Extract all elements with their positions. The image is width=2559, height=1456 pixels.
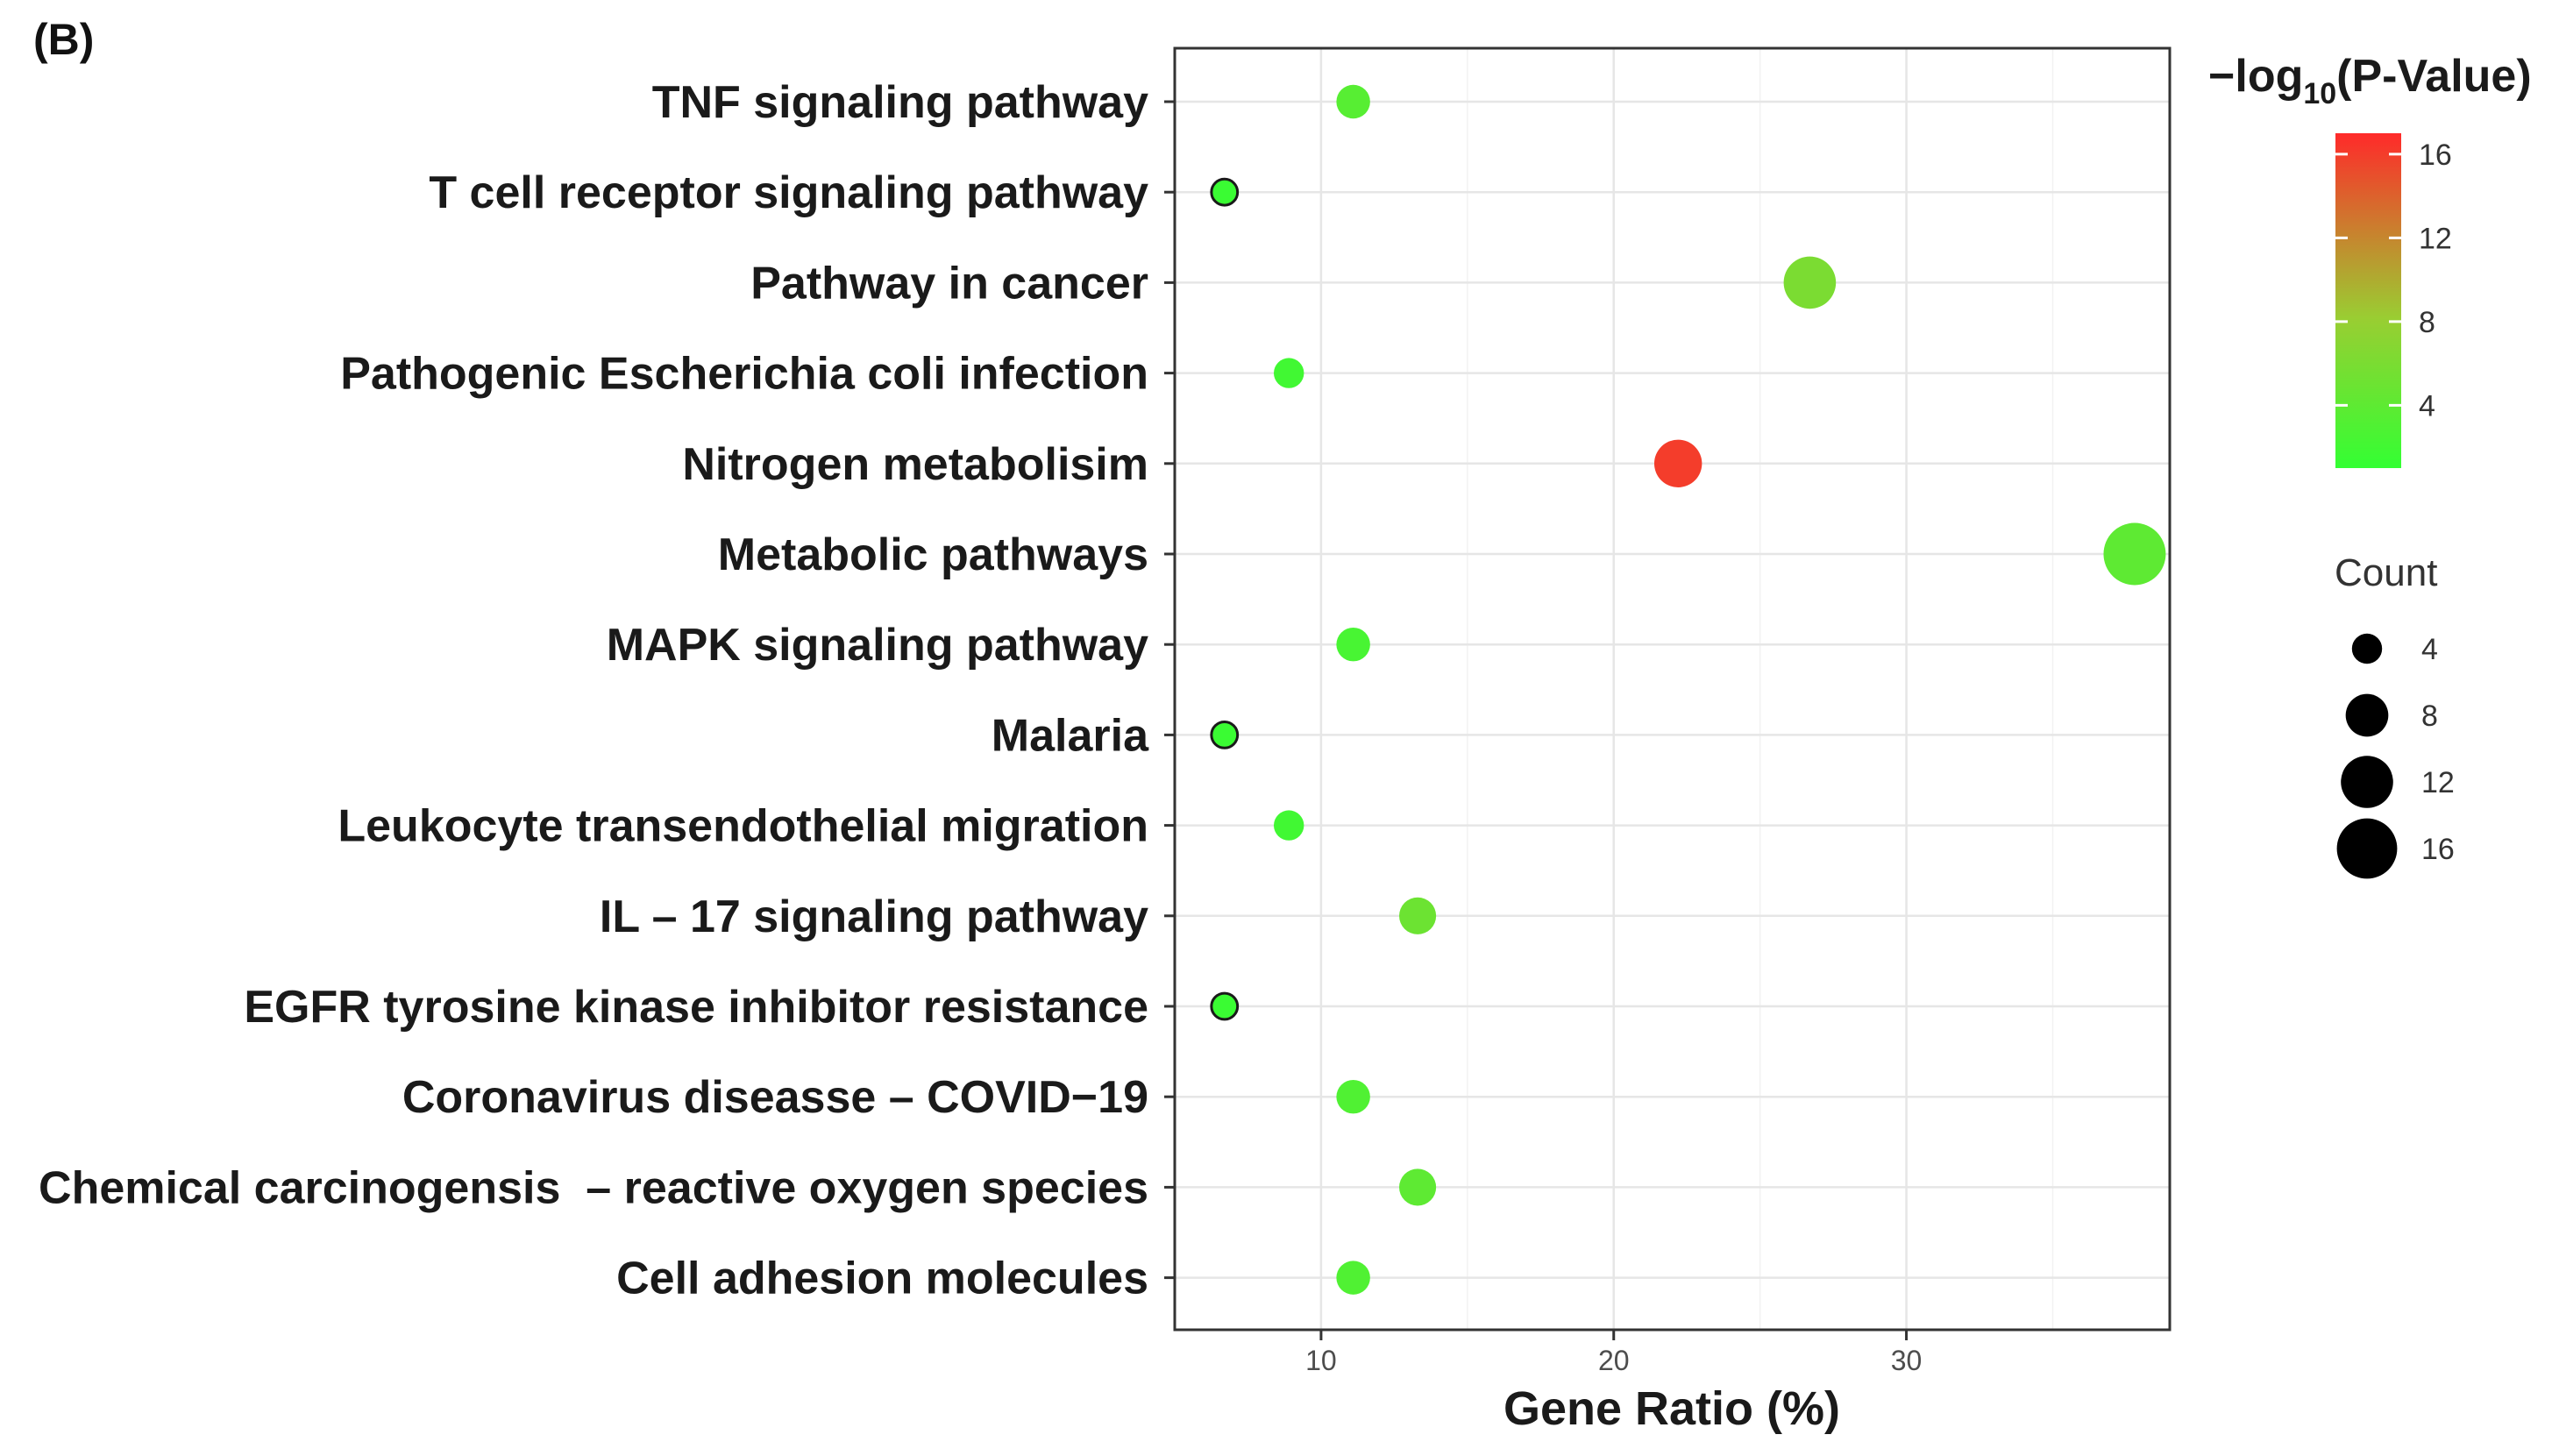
y-axis-label: Coronavirus diseasse – COVID−19 xyxy=(402,1072,1148,1123)
size-legend-dot xyxy=(2345,693,2389,737)
data-points xyxy=(1210,84,2166,1295)
y-axis-label: T cell receptor signaling pathway xyxy=(429,167,1148,218)
x-tick-label: 10 xyxy=(1305,1345,1337,1376)
x-tick-label: 20 xyxy=(1598,1345,1630,1376)
size-legend-dot xyxy=(2351,633,2383,664)
color-legend-ticks: 4 8 12 16 xyxy=(2335,138,2452,423)
data-point xyxy=(1336,84,1370,119)
data-point xyxy=(1399,1168,1437,1206)
y-axis-label: Cell adhesion molecules xyxy=(616,1254,1148,1304)
y-axis-label: TNF signaling pathway xyxy=(652,77,1148,128)
y-axis-labels: TNF signaling pathway T cell receptor sig… xyxy=(39,77,1149,1304)
data-point xyxy=(1210,991,1240,1021)
data-point xyxy=(1210,177,1240,207)
color-legend-title-suffix: (P-Value) xyxy=(2336,51,2532,102)
size-legend-items: 4 8 12 16 xyxy=(2336,633,2455,879)
data-point xyxy=(1273,810,1304,841)
size-legend-dot xyxy=(2336,818,2398,879)
data-point xyxy=(1653,439,1702,487)
y-axis-label: Chemical carcinogensis – reactive oxygen… xyxy=(39,1162,1148,1213)
color-legend-label: 8 xyxy=(2419,306,2435,339)
size-legend-title: Count xyxy=(2335,551,2437,594)
y-axis-label: IL – 17 signaling pathway xyxy=(600,891,1148,942)
color-legend-label: 16 xyxy=(2419,138,2452,172)
y-axis-label: Metabolic pathways xyxy=(718,529,1148,580)
x-tick-label: 30 xyxy=(1891,1345,1923,1376)
color-legend-label: 12 xyxy=(2419,222,2452,255)
size-legend-label: 4 xyxy=(2421,633,2438,666)
data-point xyxy=(2103,522,2166,586)
color-legend: −log10(P-Value) 4 8 12 16 xyxy=(2208,51,2532,468)
color-legend-title: −log10(P-Value) xyxy=(2208,51,2532,110)
color-legend-title-prefix: −log xyxy=(2208,51,2303,102)
grid-lines xyxy=(1174,48,2170,1330)
y-axis-label: Pathway in cancer xyxy=(750,258,1148,309)
y-axis-label: Nitrogen metabolisim xyxy=(682,439,1148,490)
y-axis-label: EGFR tyrosine kinase inhibitor resistanc… xyxy=(244,982,1148,1033)
x-axis-ticks: 10 20 30 xyxy=(1305,1330,1922,1376)
y-axis-label: Leukocyte transendothelial migration xyxy=(338,801,1148,852)
x-axis-title: Gene Ratio (%) xyxy=(1503,1382,1840,1435)
plot-border xyxy=(1173,46,2172,1332)
color-legend-title-subscript: 10 xyxy=(2303,77,2336,110)
data-point xyxy=(1336,1261,1370,1295)
data-point xyxy=(1399,897,1437,934)
y-axis-label: MAPK signaling pathway xyxy=(607,620,1148,671)
size-legend-label: 12 xyxy=(2421,766,2455,799)
y-axis-label: Pathogenic Escherichia coli infection xyxy=(340,349,1148,400)
plot-panel xyxy=(1175,48,2170,1330)
data-point xyxy=(1210,721,1240,749)
size-legend-dot xyxy=(2341,756,2393,808)
data-point xyxy=(1783,256,1837,309)
size-legend: Count 4 8 12 16 xyxy=(2335,551,2455,879)
size-legend-label: 16 xyxy=(2421,833,2455,866)
data-point xyxy=(1336,627,1370,662)
color-legend-label: 4 xyxy=(2419,389,2435,423)
size-legend-label: 8 xyxy=(2421,700,2438,733)
panel-label: (B) xyxy=(33,15,94,64)
data-point xyxy=(1336,1079,1370,1114)
y-axis-label: Malaria xyxy=(992,710,1149,761)
color-legend-bar xyxy=(2335,133,2401,468)
y-axis-ticks xyxy=(1164,100,1175,1280)
data-point xyxy=(1273,358,1304,388)
